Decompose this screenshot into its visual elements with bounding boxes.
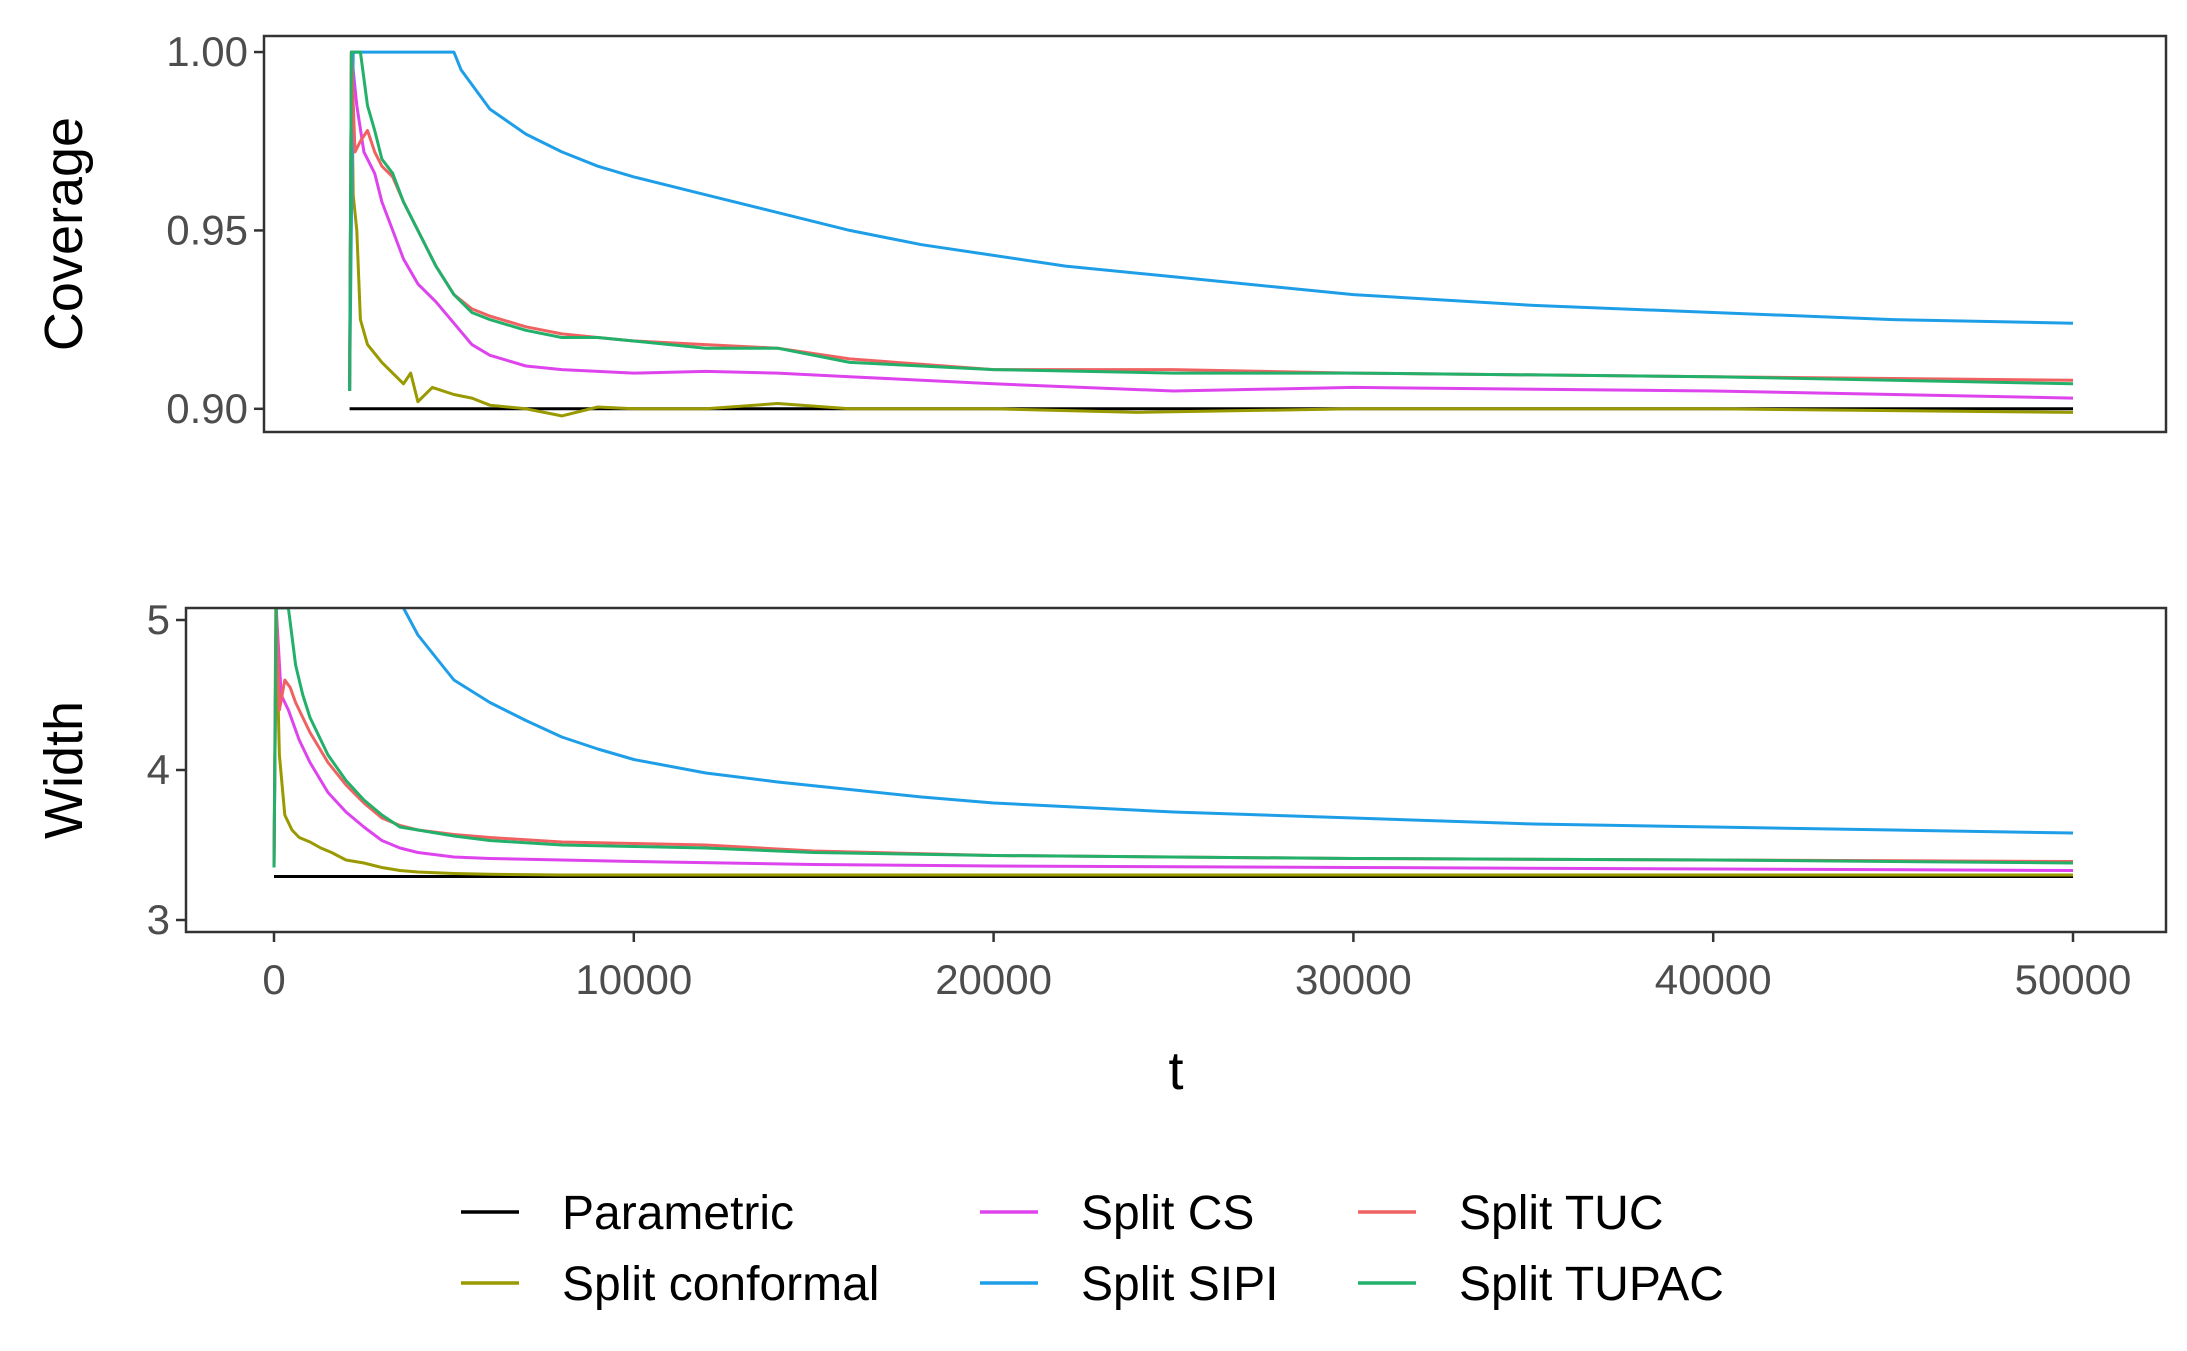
- legend-item-split-sipi: Split SIPI: [980, 1258, 1278, 1311]
- legend-label-split-tuc: Split TUC: [1459, 1187, 1664, 1240]
- legend-item-split-tuc: Split TUC: [1358, 1187, 1664, 1240]
- coverage-line-split-cs: [348, 50, 2074, 400]
- legend-item-parametric: Parametric: [461, 1187, 794, 1240]
- coverage-line-split-tuc: [348, 50, 2074, 392]
- x-axis-title: t: [1168, 1041, 1183, 1101]
- coverage-y-tick-label: 0.90: [166, 385, 248, 432]
- width-panel: 3 4 5 Width: [34, 596, 2168, 943]
- coverage-panel: 0.90 0.95 1.00 Coverage: [34, 28, 2168, 434]
- legend-label-split-cs: Split CS: [1081, 1187, 1254, 1240]
- width-line-split-cs: [272, 608, 2074, 872]
- x-tick-label: 50000: [2015, 956, 2132, 1003]
- width-y-tick-label: 3: [147, 896, 170, 943]
- width-y-tick-label: 4: [147, 746, 170, 793]
- x-tick-label: 0: [262, 956, 285, 1003]
- legend: Parametric Split conformal Split CS Split S…: [461, 1187, 1724, 1311]
- coverage-line-split-tupac: [348, 50, 2074, 392]
- width-y-tick-label: 5: [147, 596, 170, 643]
- coverage-y-tick-label: 1.00: [166, 28, 248, 75]
- legend-label-split-conformal: Split conformal: [562, 1258, 879, 1311]
- legend-label-parametric: Parametric: [562, 1187, 794, 1240]
- legend-item-split-cs: Split CS: [980, 1187, 1254, 1240]
- x-tick-label: 10000: [575, 956, 692, 1003]
- x-axis-ticks: 0 10000 20000 30000 40000 50000: [262, 932, 2131, 1003]
- x-tick-label: 30000: [1295, 956, 1412, 1003]
- width-line-split-tupac: [272, 608, 2074, 868]
- legend-item-split-tupac: Split TUPAC: [1358, 1258, 1724, 1311]
- width-series-lines: [272, 608, 2074, 878]
- x-tick-label: 20000: [935, 956, 1052, 1003]
- width-line-split-sipi: [402, 608, 2074, 835]
- coverage-y-ticks: 0.90 0.95 1.00: [166, 28, 264, 432]
- coverage-line-split-conformal: [348, 50, 2074, 418]
- width-panel-border: [184, 606, 2168, 934]
- legend-label-split-sipi: Split SIPI: [1081, 1258, 1278, 1311]
- coverage-series-lines: [348, 50, 2074, 418]
- coverage-y-tick-label: 0.95: [166, 206, 248, 253]
- width-y-ticks: 3 4 5: [147, 596, 186, 943]
- width-line-split-conformal: [272, 608, 2073, 877]
- coverage-panel-border: [262, 34, 2168, 434]
- coverage-line-split-sipi: [348, 50, 2074, 392]
- legend-label-split-tupac: Split TUPAC: [1459, 1258, 1724, 1311]
- coverage-axis-title: Coverage: [34, 117, 94, 351]
- width-axis-title: Width: [34, 701, 94, 839]
- x-tick-label: 40000: [1655, 956, 1772, 1003]
- legend-item-split-conformal: Split conformal: [461, 1258, 879, 1311]
